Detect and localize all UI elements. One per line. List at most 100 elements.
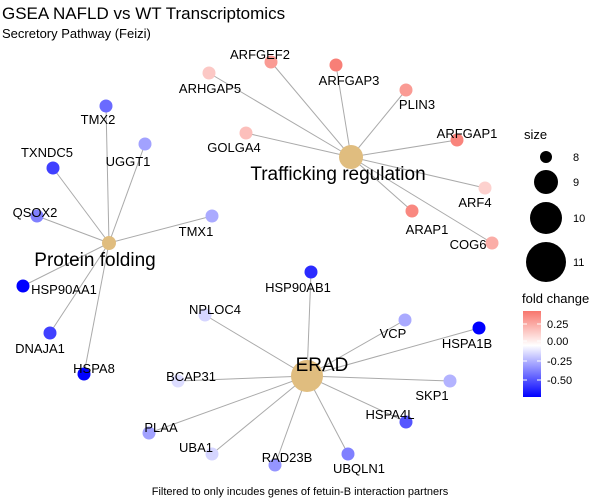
gene-label-arhgap5: ARHGAP5 (179, 81, 241, 96)
gene-label-plin3: PLIN3 (399, 97, 435, 112)
gene-node-ubqln1 (341, 447, 355, 461)
gene-node-uba1 (205, 447, 219, 461)
category-node-erad (291, 360, 323, 392)
size-legend-title: size (524, 127, 547, 142)
gene-label-rad23b: RAD23B (262, 450, 313, 465)
gene-label-uggt1: UGGT1 (106, 154, 151, 169)
gene-node-bcap31 (171, 374, 185, 388)
network-edge (108, 215, 213, 244)
network-edge (350, 156, 493, 244)
gene-label-arf4: ARF4 (458, 195, 491, 210)
gene-node-rad23b (268, 458, 282, 472)
size-legend-dot-10 (530, 202, 562, 234)
gene-node-golga4 (239, 126, 253, 140)
network-edge (83, 242, 110, 375)
network-edge (350, 156, 486, 189)
color-legend: fold change 0.25 0.00 -0.25 -0.50 (522, 291, 589, 397)
gene-label-skp1: SKP1 (415, 388, 448, 403)
gene-label-txndc5: TXNDC5 (21, 145, 73, 160)
network-edge (204, 314, 308, 377)
size-legend-label-9: 9 (573, 177, 579, 189)
gene-label-uba1: UBA1 (179, 440, 213, 455)
network-edge (306, 375, 451, 382)
category-node-protein_folding (102, 236, 116, 250)
color-legend-tick: 0.25 (547, 319, 568, 331)
category-label-protein_folding: Protein folding (34, 250, 155, 271)
size-legend: size 8 9 10 11 (524, 127, 585, 282)
gene-node-hsp90ab1 (304, 265, 318, 279)
gene-node-cog6 (485, 236, 499, 250)
network-edge (211, 375, 308, 455)
gene-node-arhgap5 (202, 66, 216, 80)
gene-label-bcap31: BCAP31 (166, 369, 216, 384)
gene-node-hsp90aa1 (16, 279, 30, 293)
gene-label-plaa: PLAA (144, 420, 178, 435)
gene-node-nploc4 (198, 308, 212, 322)
plot-subtitle: Secretory Pathway (Feizi) (2, 26, 151, 41)
network-edge (306, 271, 312, 377)
gene-label-golga4: GOLGA4 (207, 140, 260, 155)
network-edge (306, 375, 407, 423)
category-node-trafficking (339, 145, 363, 169)
gene-node-hspa1b (472, 321, 486, 335)
gene-label-ubqln1: UBQLN1 (333, 461, 385, 476)
node-layer (16, 55, 499, 472)
gene-label-arfgap3: ARFGAP3 (319, 73, 380, 88)
gene-label-qsox2: QSOX2 (13, 205, 58, 220)
network-edge (350, 89, 407, 158)
gene-node-arfgef2 (264, 55, 278, 69)
gene-node-txndc5 (46, 161, 60, 175)
size-legend-label-10: 10 (573, 213, 585, 225)
color-legend-tick: -0.25 (547, 356, 572, 368)
gene-label-arfgef2: ARFGEF2 (230, 47, 290, 62)
network-edge (49, 242, 110, 334)
edge-layer (22, 61, 493, 466)
gene-label-cog6: COG6 (450, 237, 487, 252)
gene-label-dnaja1: DNAJA1 (15, 341, 65, 356)
gene-label-hspa8: HSPA8 (73, 361, 115, 376)
category-label-trafficking: Trafficking regulation (250, 164, 425, 185)
network-edge (105, 105, 110, 244)
gene-label-nploc4: NPLOC4 (189, 302, 241, 317)
gene-node-skp1 (443, 374, 457, 388)
network-edge (208, 72, 352, 158)
size-legend-dot-11 (526, 242, 566, 282)
network-edge (350, 156, 413, 212)
color-legend-bar (523, 311, 541, 397)
gene-node-arap1 (405, 204, 419, 218)
gene-label-hsp90aa1: HSP90AA1 (31, 282, 97, 297)
gene-node-plaa (142, 426, 156, 440)
network-edge (108, 143, 146, 244)
gene-node-arfgap3 (329, 58, 343, 72)
network-edge (270, 61, 352, 158)
gene-node-qsox2 (30, 209, 44, 223)
gene-label-hsp90ab1: HSP90AB1 (265, 280, 331, 295)
network-edge (22, 242, 110, 287)
gene-node-hspa4l (399, 415, 413, 429)
network-edge (306, 319, 406, 377)
gene-label-tmx1: TMX1 (179, 224, 214, 239)
network-edge (52, 167, 110, 244)
network-edge (306, 327, 480, 377)
network-edge (350, 139, 458, 158)
gene-label-vcp: VCP (380, 326, 407, 341)
gene-node-vcp (398, 313, 412, 327)
gene-label-arfgap1: ARFGAP1 (437, 126, 498, 141)
color-legend-tick: 0.00 (547, 336, 568, 348)
size-legend-label-11: 11 (573, 257, 584, 269)
color-legend-tick: -0.50 (547, 375, 572, 387)
gene-label-arap1: ARAP1 (406, 222, 449, 237)
gene-node-arfgap1 (450, 133, 464, 147)
network-edge (177, 375, 308, 382)
gene-node-tmx1 (205, 209, 219, 223)
size-legend-dot-8 (540, 151, 552, 163)
plot-title: GSEA NAFLD vs WT Transcriptomics (2, 4, 286, 23)
gene-node-tmx2 (99, 99, 113, 113)
network-edge (335, 64, 352, 158)
size-legend-dot-9 (534, 170, 558, 194)
gene-node-dnaja1 (43, 326, 57, 340)
network-edge (245, 132, 352, 158)
gene-node-uggt1 (138, 137, 152, 151)
